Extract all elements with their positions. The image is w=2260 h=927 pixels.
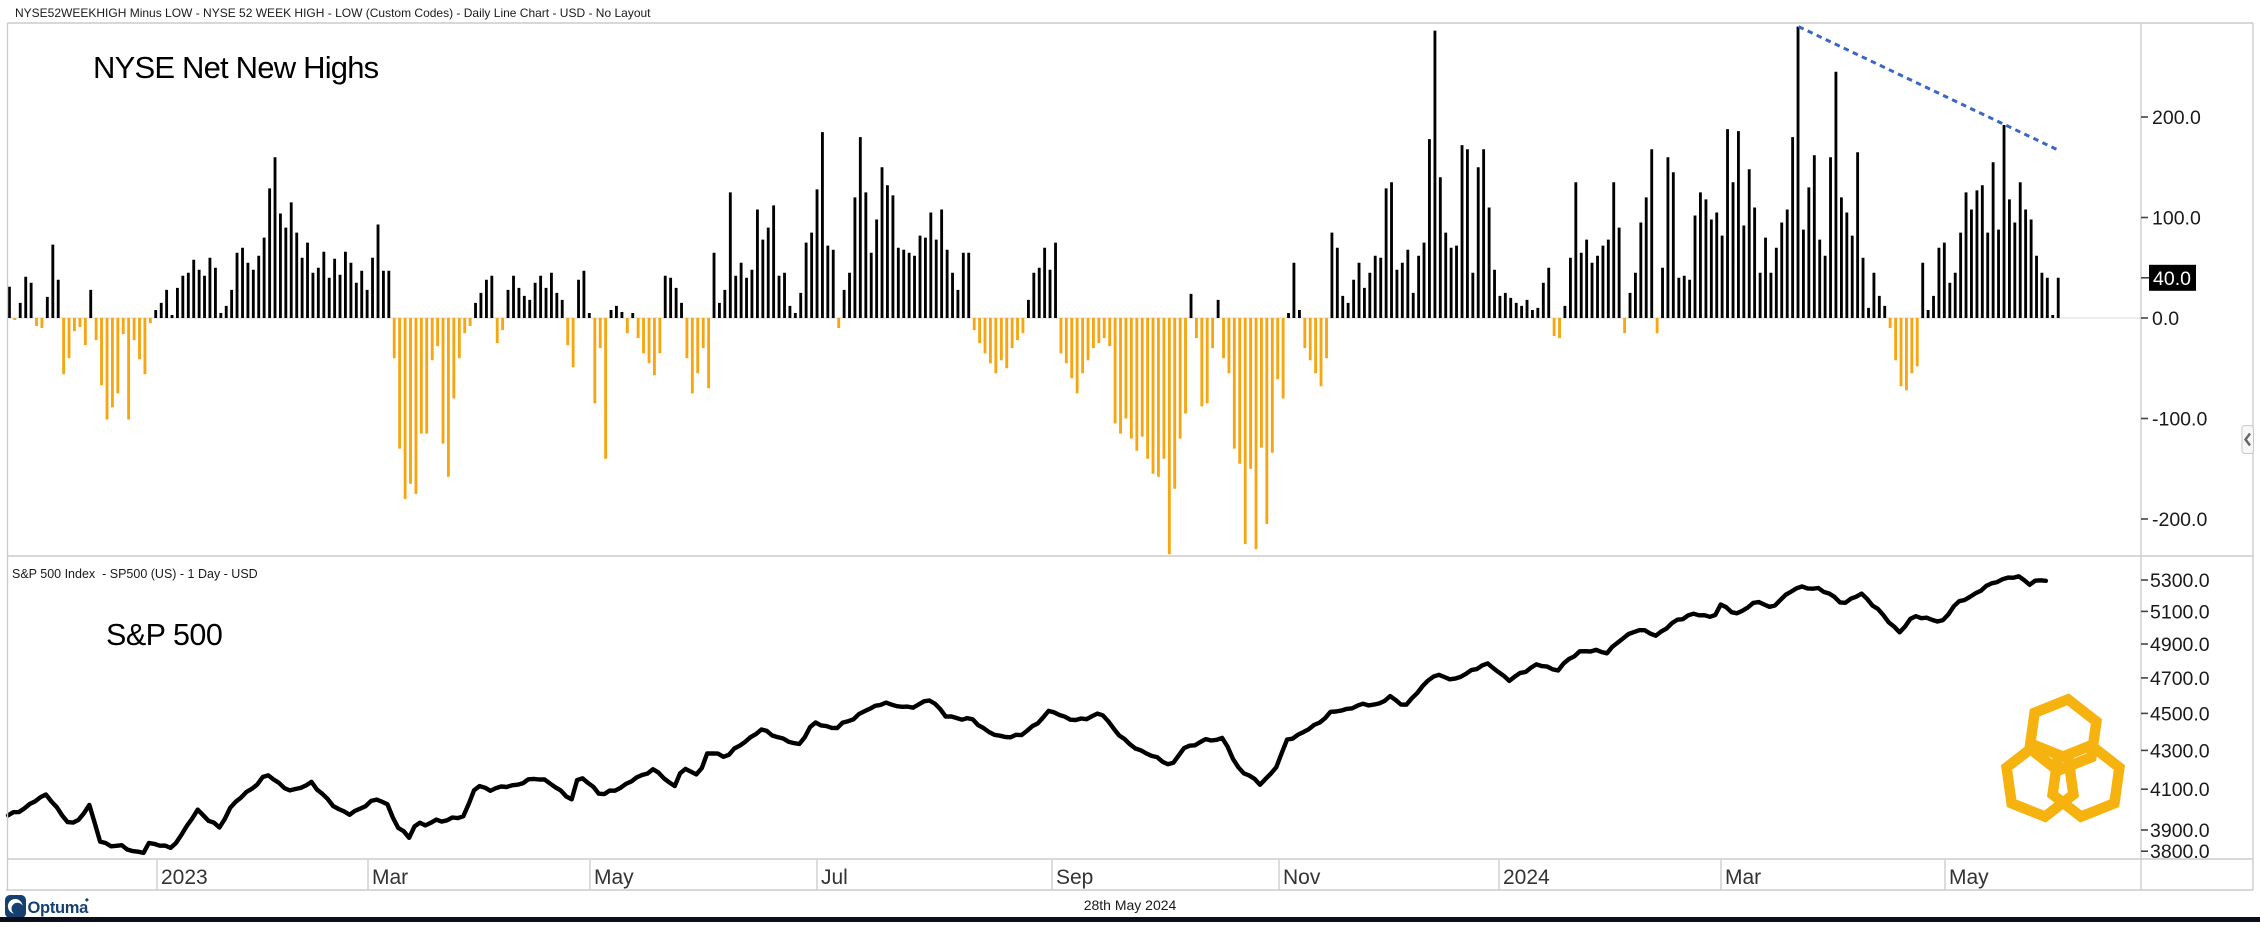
svg-text:S&P 500: S&P 500 [106,618,222,652]
svg-text:Mar: Mar [372,866,408,889]
svg-text:4700.0: 4700.0 [2150,668,2210,690]
svg-text:3900.0: 3900.0 [2150,820,2210,842]
svg-text:4100.0: 4100.0 [2150,779,2210,801]
svg-text:S&P 500 Index - SP500 (US) -: S&P 500 Index - SP500 (US) - 1 Day - USD [12,567,258,581]
svg-text:0.0: 0.0 [2152,308,2179,330]
svg-text:-100.0: -100.0 [2152,409,2207,431]
svg-text:5300.0: 5300.0 [2150,570,2210,592]
svg-text:5100.0: 5100.0 [2150,601,2210,623]
svg-text:Mar: Mar [1725,866,1761,889]
svg-text:May: May [594,866,634,889]
svg-text:Sep: Sep [1056,866,1093,889]
svg-text:NYSE Net New Highs: NYSE Net New Highs [93,50,379,85]
svg-text:3800.0: 3800.0 [2150,841,2210,863]
svg-text:May: May [1949,866,1989,889]
svg-text:-200.0: -200.0 [2152,509,2207,531]
svg-text:2023: 2023 [161,866,208,889]
svg-text:4500.0: 4500.0 [2150,703,2210,725]
svg-text:4300.0: 4300.0 [2150,740,2210,762]
svg-text:28th May 2024: 28th May 2024 [1084,897,1177,913]
svg-text:200.0: 200.0 [2152,107,2201,129]
svg-text:4900.0: 4900.0 [2150,634,2210,656]
svg-text:100.0: 100.0 [2152,208,2201,230]
svg-text:Optuma: Optuma [28,899,90,917]
svg-text:NYSE52WEEKHIGH Minus LOW - NYS: NYSE52WEEKHIGH Minus LOW - NYSE 52 WEEK … [15,6,651,20]
svg-text:Nov: Nov [1283,866,1321,889]
svg-text:2024: 2024 [1503,866,1550,889]
svg-text:Jul: Jul [821,866,848,889]
svg-text:40.0: 40.0 [2153,268,2191,290]
